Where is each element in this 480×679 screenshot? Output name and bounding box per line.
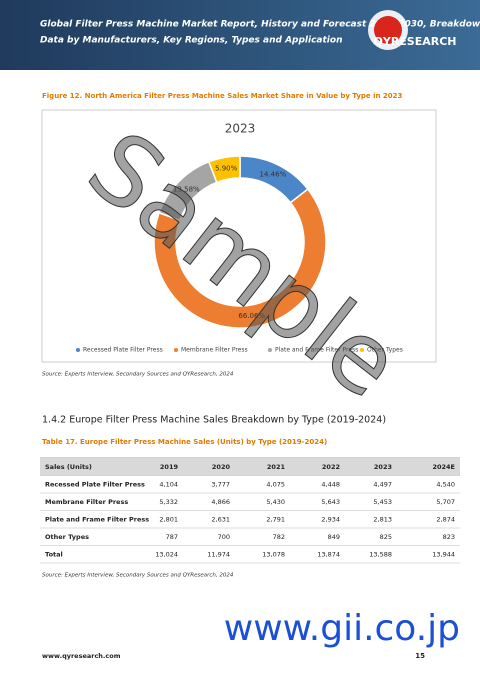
table-cell: 849	[328, 533, 340, 541]
table-header: 2024E	[432, 463, 455, 471]
data-label: 14.46%	[260, 171, 287, 179]
source: Source: Experts Interview, Secondary Sou…	[42, 573, 234, 579]
table-cell: 825	[380, 533, 392, 541]
table-cell: 13,588	[369, 550, 392, 558]
donut-slice	[153, 188, 327, 329]
table-cell: 4,866	[211, 498, 230, 506]
table-cell: 787	[166, 533, 178, 541]
table-cell: 4,540	[436, 480, 455, 488]
table-caption: Table 17. Europe Filter Press Machine Sa…	[42, 438, 327, 446]
table-header: 2020	[212, 463, 231, 471]
table-cell: 2,791	[266, 515, 285, 523]
table-header: 2022	[322, 463, 340, 471]
data-label: 13.58%	[173, 186, 200, 194]
data-label: 5.90%	[215, 164, 238, 172]
header-title: Global Filter Press Machine Market Repor…	[40, 20, 480, 30]
figure-caption: Figure 12. North America Filter Press Ma…	[42, 92, 403, 100]
section-heading: 1.4.2 Europe Filter Press Machine Sales …	[42, 415, 386, 426]
legend-label: Plate and Frame Filter Press	[275, 347, 358, 354]
table-cell: 2,934	[321, 515, 340, 523]
legend: Recessed Plate Filter Press Membrane Filt…	[76, 347, 403, 354]
table-cell: 5,707	[436, 498, 455, 506]
table-cell: 13,024	[155, 550, 178, 558]
footer-url: www.qyresearch.com	[42, 652, 121, 660]
table-header: Sales (Units)	[45, 463, 92, 471]
legend-marker	[268, 348, 272, 352]
table-cell: 4,448	[321, 480, 340, 488]
table-cell: Membrane Filter Press	[45, 498, 128, 506]
legend-label: Other Types	[367, 347, 403, 354]
table-cell: 5,643	[321, 498, 340, 506]
table-cell: 4,075	[266, 480, 285, 488]
legend-marker	[76, 348, 80, 352]
donut: 14.46% 66.06% 13.58% 5.90%	[153, 155, 327, 329]
table-cell: 3,777	[211, 480, 230, 488]
source: Source: Experts Interview, Secondary Sou…	[42, 372, 234, 378]
table-cell: 700	[218, 533, 230, 541]
legend-label: Recessed Plate Filter Press	[83, 347, 163, 354]
table-cell: Total	[45, 550, 63, 558]
page-number: 15	[415, 652, 425, 660]
legend-label: Membrane Filter Press	[181, 347, 248, 354]
table-cell: 2,631	[211, 515, 230, 523]
table-header: 2023	[374, 463, 392, 471]
header-title: Data by Manufacturers, Key Regions, Type…	[40, 36, 342, 46]
table-header: 2021	[267, 463, 286, 471]
table-cell: 2,813	[373, 515, 392, 523]
table-cell: Recessed Plate Filter Press	[45, 480, 145, 488]
table-cell: 5,453	[373, 498, 392, 506]
donut-slice	[207, 155, 241, 184]
table-cell: 4,497	[373, 480, 392, 488]
table-cell: Plate and Frame Filter Press	[45, 515, 149, 523]
table: Sales (Units) 2019 2020 2021 2022 2023 2024E Re…	[40, 457, 460, 564]
table-cell: 13,078	[262, 550, 285, 558]
table-cell: 11,974	[207, 550, 230, 558]
logo: QYRESEARCH	[374, 35, 457, 48]
table-cell: Other Types	[45, 533, 89, 541]
table-cell: 4,104	[159, 480, 178, 488]
table-cell: 823	[443, 533, 455, 541]
table-cell: 2,874	[436, 515, 455, 523]
legend-marker	[360, 348, 364, 352]
data-label: 66.06%	[238, 312, 265, 320]
table-cell: 13,874	[317, 550, 340, 558]
legend-marker	[174, 348, 178, 352]
table-header-bg	[40, 458, 460, 476]
watermark-site: www.gii.co.jp	[224, 608, 460, 649]
table-cell: 13,944	[432, 550, 455, 558]
logo-dot	[374, 16, 402, 44]
table-header: 2019	[160, 463, 179, 471]
chart-title: 2023	[225, 122, 256, 136]
table-cell: 782	[273, 533, 285, 541]
table-cell: 5,332	[159, 498, 178, 506]
table-cell: 5,430	[266, 498, 285, 506]
table-cell: 2,801	[159, 515, 178, 523]
